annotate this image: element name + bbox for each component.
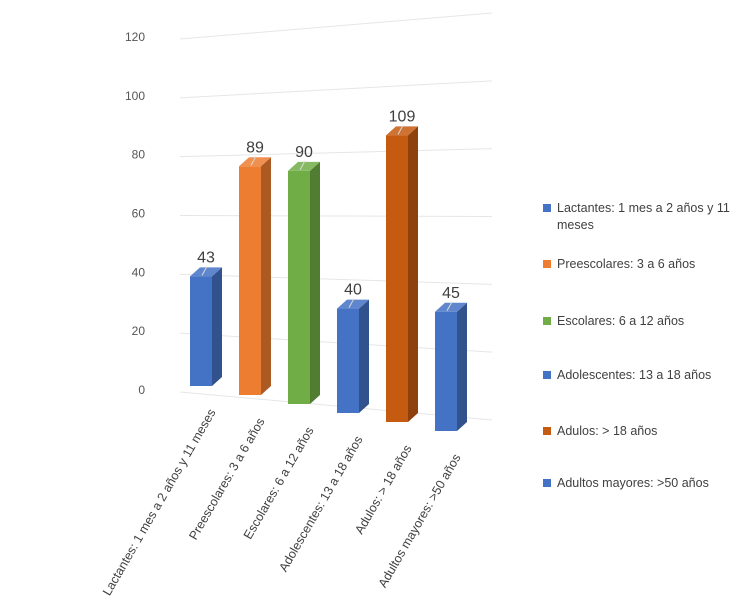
legend-label: Adultos mayores: >50 años: [557, 476, 709, 490]
bar-front: [337, 308, 359, 413]
bar-top: [288, 161, 320, 171]
bar-front: [190, 276, 212, 386]
legend-swatch: [543, 204, 551, 212]
bar-front: [386, 135, 408, 422]
y-tick-label: 100: [125, 89, 145, 103]
y-tick-label: 0: [138, 383, 145, 397]
legend-item: Adulos: > 18 años: [543, 423, 753, 440]
bar-side: [212, 267, 222, 386]
legend-label: Adolescentes: 13 a 18 años: [557, 368, 712, 382]
data-label: 90: [295, 144, 313, 161]
gridline: [179, 148, 493, 158]
bar-2: 89: [239, 139, 271, 395]
data-label-leader: [201, 266, 208, 276]
bar-6: 45: [435, 285, 467, 431]
x-tick-label: Lactantes: 1 mes a 2 años y 11 meses: [100, 407, 219, 599]
legend-item: Adolescentes: 13 a 18 años: [543, 367, 753, 384]
bar-3: 90: [288, 144, 320, 404]
data-label: 109: [389, 108, 416, 125]
legend-label: Lactantes: 1 mes a 2 años y 11 meses: [557, 201, 730, 232]
gridline: [179, 215, 493, 217]
legend-swatch: [543, 260, 551, 268]
data-label: 43: [197, 249, 215, 266]
gridline: [179, 80, 493, 99]
bar-front: [239, 166, 261, 395]
data-label-leader: [299, 160, 306, 171]
gridline: [179, 273, 493, 285]
data-label-leader: [250, 156, 257, 166]
legend-item: Adultos mayores: >50 años: [543, 475, 753, 492]
y-tick-label: 40: [132, 265, 146, 279]
y-tick-label: 20: [132, 324, 146, 338]
data-label: 40: [344, 282, 362, 299]
legend-label: Preescolares: 3 a 6 años: [557, 257, 696, 271]
bar-top: [386, 126, 418, 136]
bar-side: [408, 126, 418, 422]
y-tick-label: 80: [132, 148, 146, 162]
bar-1: 43: [190, 249, 222, 386]
x-axis-ticks: Lactantes: 1 mes a 2 años y 11 mesesPree…: [100, 407, 464, 599]
legend-swatch: [543, 427, 551, 435]
bar-top: [190, 267, 222, 277]
bar-side: [261, 157, 271, 395]
legend-swatch: [543, 317, 551, 325]
gridline: [179, 12, 493, 40]
bar-front: [288, 170, 310, 404]
legend-label: Escolares: 6 a 12 años: [557, 314, 685, 328]
bar-top: [435, 302, 467, 312]
legend-item: Lactantes: 1 mes a 2 años y 11 meses: [543, 200, 753, 234]
gridlines: [179, 12, 493, 421]
legend-swatch: [543, 479, 551, 487]
y-tick-label: 120: [125, 30, 145, 44]
bar-top: [239, 157, 271, 167]
y-tick-label: 60: [132, 207, 146, 221]
bar-front: [435, 311, 457, 431]
legend-item: Escolares: 6 a 12 años: [543, 313, 753, 330]
y-axis-ticks: 0 20 40 60 80 100 120: [125, 30, 145, 397]
x-tick-label: Adulos: > 18 años: [352, 443, 414, 537]
data-label: 89: [246, 139, 264, 156]
legend-item: Preescolares: 3 a 6 años: [543, 256, 753, 273]
data-label-leader: [348, 298, 355, 308]
data-label: 45: [442, 285, 460, 302]
bars: 43 89 90 40 109 45: [190, 108, 467, 431]
bar-top: [337, 299, 369, 309]
bar-side: [310, 161, 320, 404]
legend-swatch: [543, 371, 551, 379]
bar-5: 109: [386, 108, 418, 422]
bar-side: [359, 299, 369, 413]
legend-label: Adulos: > 18 años: [557, 424, 658, 438]
bar-side: [457, 302, 467, 431]
data-label-leader: [397, 125, 404, 135]
data-label-leader: [446, 301, 453, 311]
bar-4: 40: [337, 282, 369, 413]
